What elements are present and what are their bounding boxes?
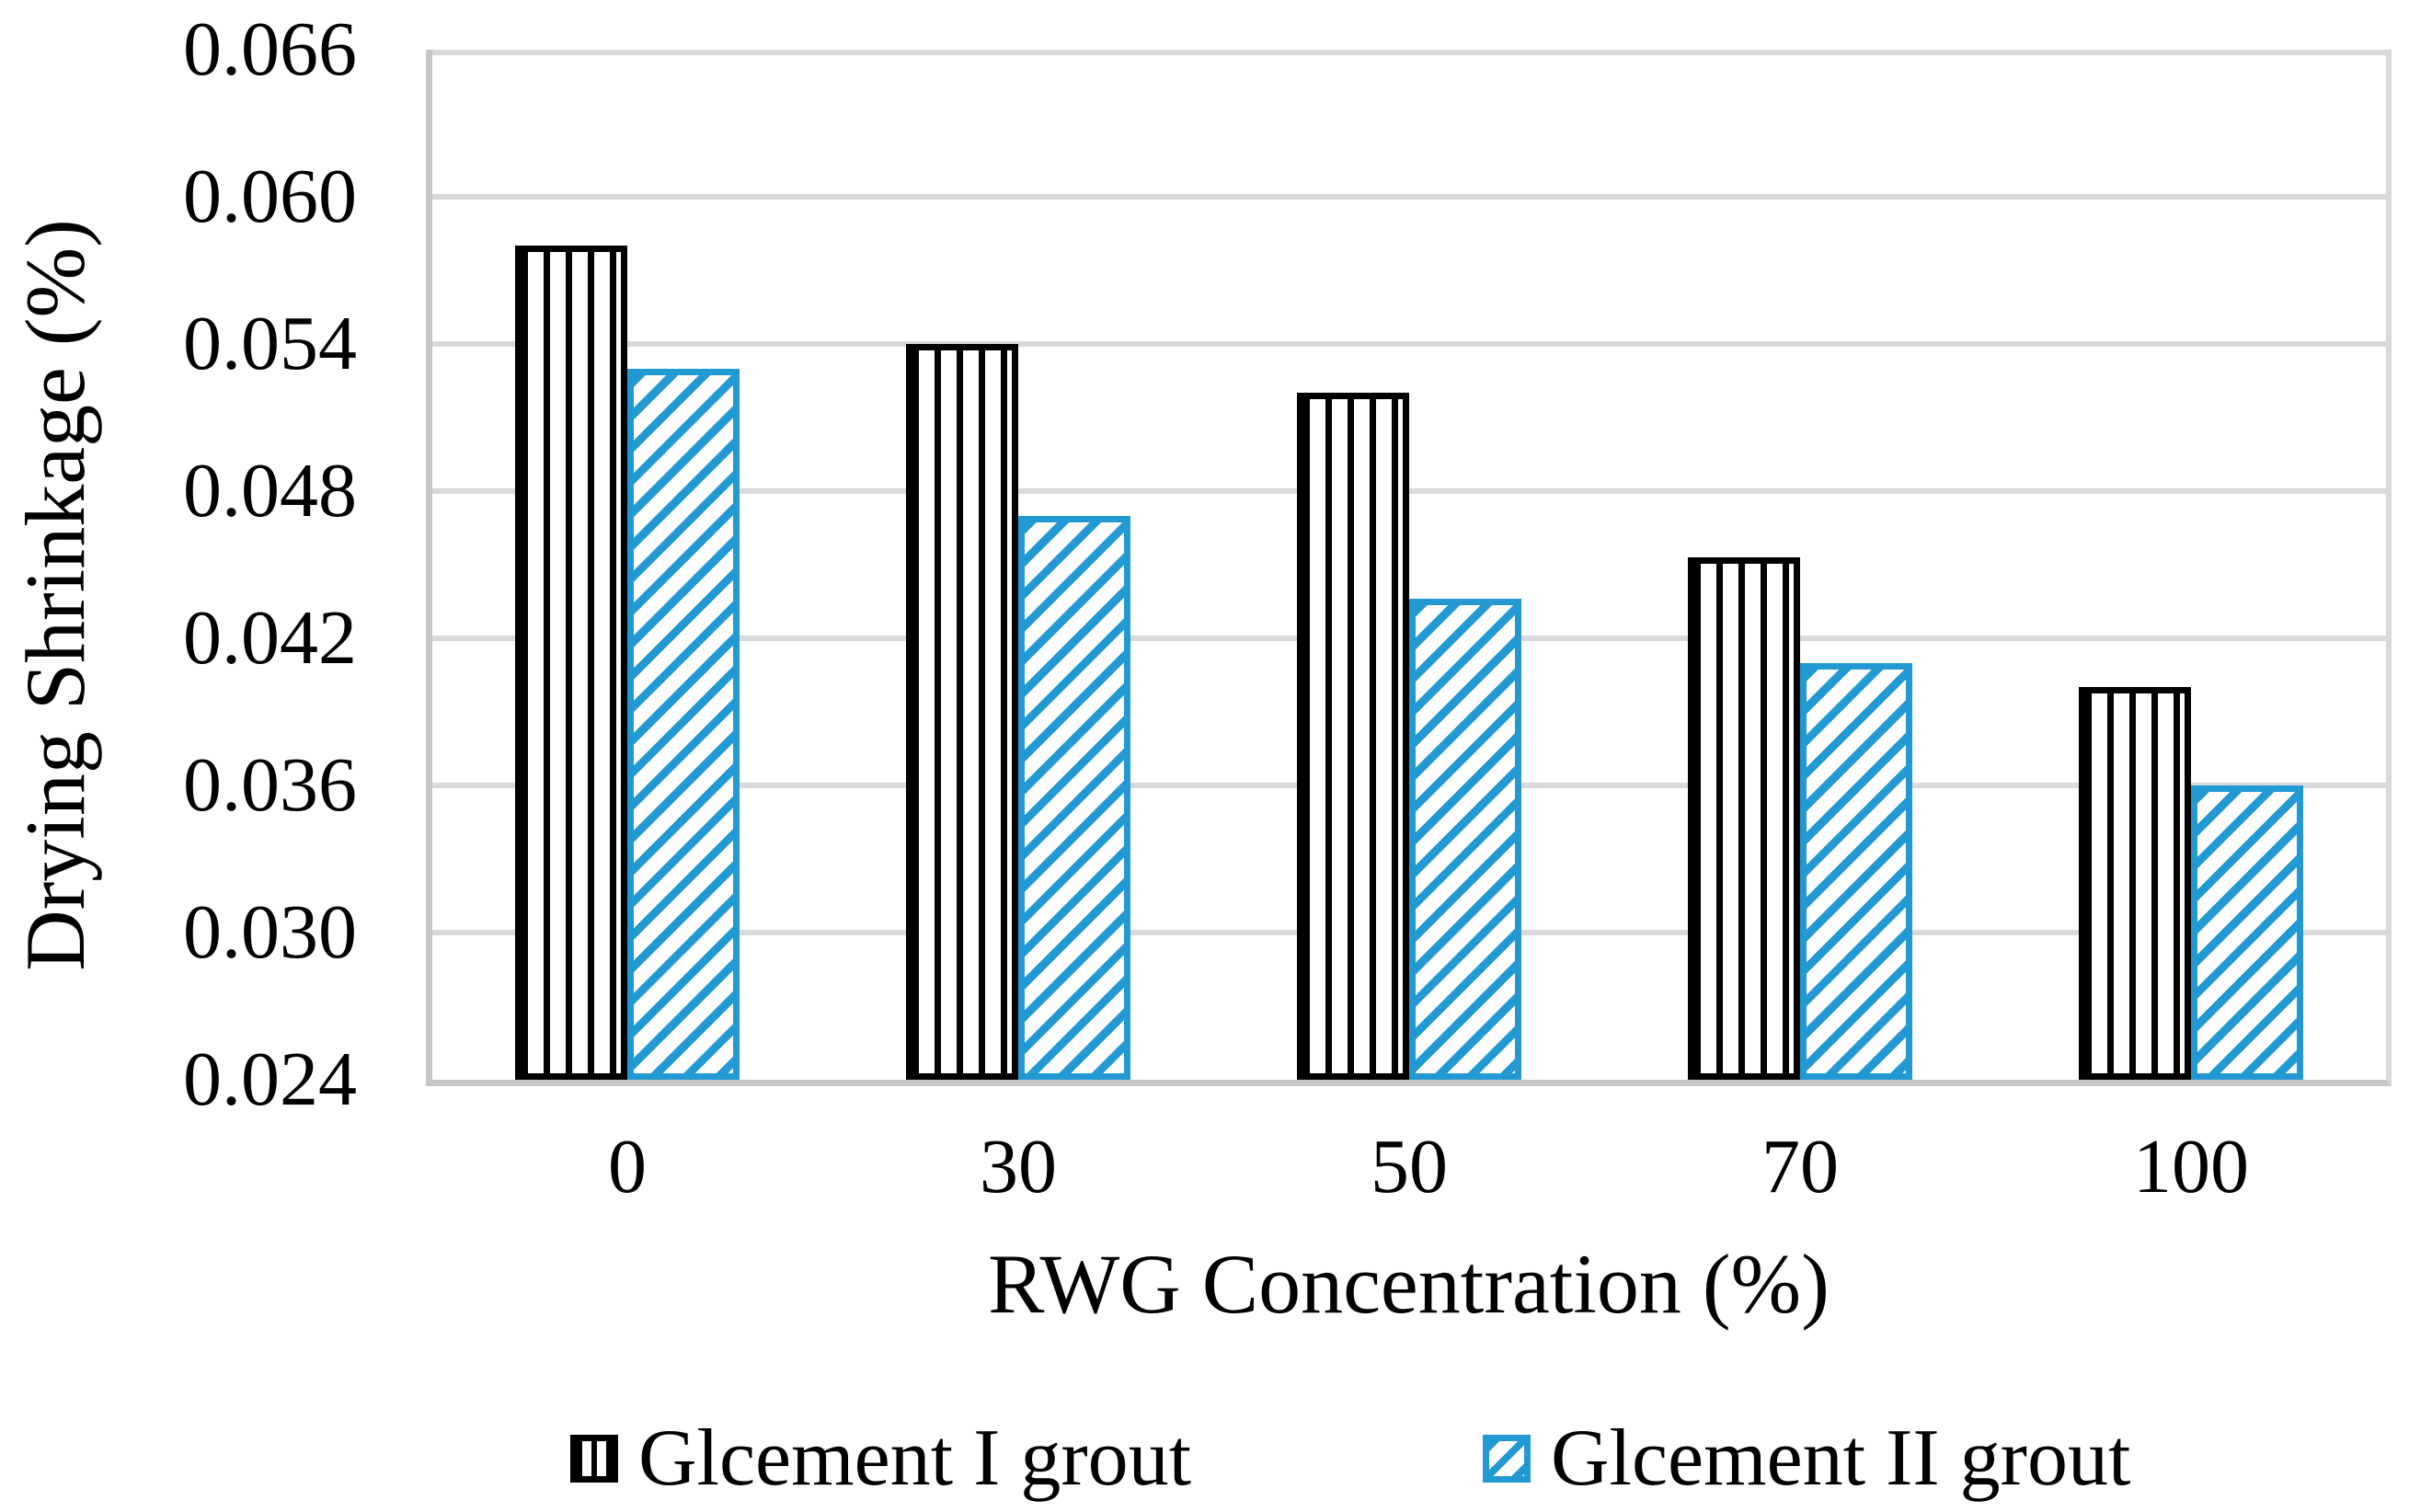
y-tick-label: 0.030 xyxy=(183,889,357,975)
legend-label: Glcement II grout xyxy=(1551,1414,2131,1503)
gridline xyxy=(432,50,2386,55)
bar-glcement-i-grout-x0 xyxy=(515,246,627,1080)
bar-glcement-ii-grout-x100 xyxy=(2191,785,2303,1080)
x-tick-label: 70 xyxy=(1761,1124,1839,1209)
x-tick-label: 0 xyxy=(608,1124,647,1209)
bar-glcement-ii-grout-x30 xyxy=(1018,516,1130,1080)
bar-glcement-i-grout-x50 xyxy=(1297,393,1409,1080)
x-axis-title: RWG Concentration (%) xyxy=(988,1237,1830,1331)
legend-diagonal-stripes-icon xyxy=(1483,1435,1531,1483)
legend-label: Glcement I grout xyxy=(638,1414,1192,1503)
bar-glcement-i-grout-x70 xyxy=(1688,557,1800,1080)
y-tick-label: 0.066 xyxy=(183,6,357,92)
plot-area xyxy=(426,50,2392,1086)
x-tick-label: 50 xyxy=(1371,1124,1448,1209)
bar-glcement-ii-grout-x0 xyxy=(627,369,740,1080)
gridline xyxy=(432,341,2386,347)
legend-vertical-stripes-icon xyxy=(570,1435,618,1483)
legend-entry: Glcement I grout xyxy=(570,1416,1191,1501)
x-tick-label: 30 xyxy=(980,1124,1057,1209)
y-tick-label: 0.054 xyxy=(183,301,357,386)
legend-entry: Glcement II grout xyxy=(1483,1416,2130,1501)
bar-glcement-i-grout-x30 xyxy=(906,344,1018,1080)
bar-glcement-ii-grout-x70 xyxy=(1800,663,1912,1080)
y-tick-label: 0.048 xyxy=(183,448,357,533)
y-tick-label: 0.042 xyxy=(183,595,357,681)
y-tick-label: 0.024 xyxy=(183,1037,357,1122)
x-tick-label: 100 xyxy=(2133,1124,2249,1209)
gridline xyxy=(432,194,2386,200)
y-tick-label: 0.060 xyxy=(183,154,357,239)
bar-glcement-i-grout-x100 xyxy=(2079,687,2191,1080)
gridline xyxy=(432,488,2386,494)
bar-glcement-ii-grout-x50 xyxy=(1409,599,1521,1080)
y-tick-label: 0.036 xyxy=(183,742,357,828)
